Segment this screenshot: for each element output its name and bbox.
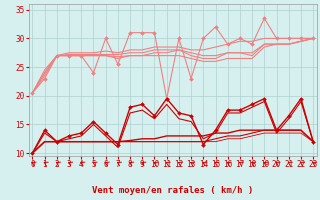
X-axis label: Vent moyen/en rafales ( km/h ): Vent moyen/en rafales ( km/h ) xyxy=(92,186,253,195)
